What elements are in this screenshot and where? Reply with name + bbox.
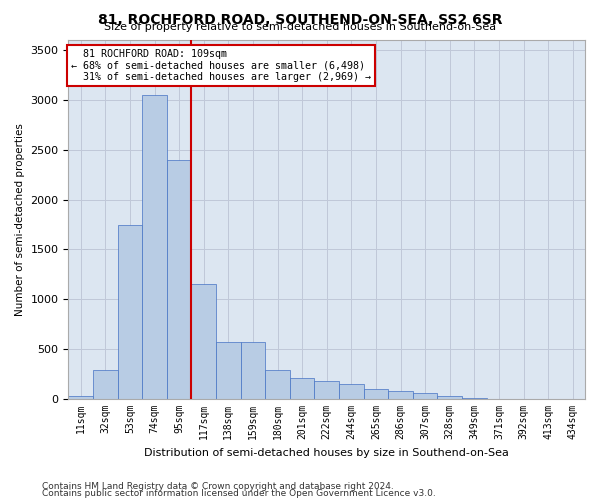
Bar bbox=[93, 370, 118, 399]
Bar bbox=[142, 95, 167, 399]
Text: Contains HM Land Registry data © Crown copyright and database right 2024.: Contains HM Land Registry data © Crown c… bbox=[42, 482, 394, 491]
Bar bbox=[388, 390, 413, 399]
Bar bbox=[364, 388, 388, 399]
X-axis label: Distribution of semi-detached houses by size in Southend-on-Sea: Distribution of semi-detached houses by … bbox=[144, 448, 509, 458]
Bar bbox=[314, 380, 339, 399]
Text: Size of property relative to semi-detached houses in Southend-on-Sea: Size of property relative to semi-detach… bbox=[104, 22, 496, 32]
Bar bbox=[167, 160, 191, 399]
Bar bbox=[241, 342, 265, 399]
Bar bbox=[290, 378, 314, 399]
Text: 81 ROCHFORD ROAD: 109sqm
← 68% of semi-detached houses are smaller (6,498)
  31%: 81 ROCHFORD ROAD: 109sqm ← 68% of semi-d… bbox=[71, 49, 371, 82]
Bar bbox=[437, 396, 462, 399]
Text: Contains public sector information licensed under the Open Government Licence v3: Contains public sector information licen… bbox=[42, 489, 436, 498]
Bar bbox=[265, 370, 290, 399]
Bar bbox=[339, 384, 364, 399]
Bar bbox=[191, 284, 216, 399]
Y-axis label: Number of semi-detached properties: Number of semi-detached properties bbox=[15, 123, 25, 316]
Bar bbox=[413, 393, 437, 399]
Text: 81, ROCHFORD ROAD, SOUTHEND-ON-SEA, SS2 6SR: 81, ROCHFORD ROAD, SOUTHEND-ON-SEA, SS2 … bbox=[98, 12, 502, 26]
Bar bbox=[68, 396, 93, 399]
Bar bbox=[216, 342, 241, 399]
Bar bbox=[462, 398, 487, 399]
Bar bbox=[118, 224, 142, 399]
